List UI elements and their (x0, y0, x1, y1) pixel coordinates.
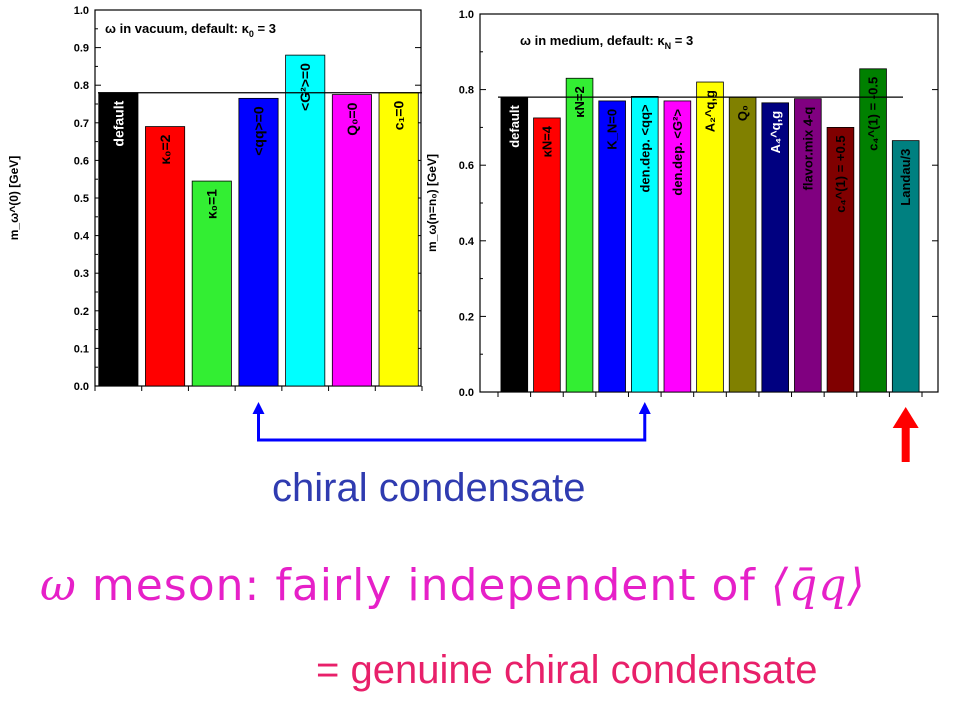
connector-line (257, 412, 647, 442)
omega-meson-headline: ω meson: fairly independent of ⟨q̄q⟩ (40, 560, 866, 611)
bar (728, 96, 757, 393)
bar (191, 180, 232, 387)
y-tick-label: 1.0 (459, 9, 474, 21)
bar (826, 127, 855, 393)
bar-label: Q₀ (735, 105, 750, 121)
bar-label: c₁=0 (391, 101, 407, 131)
y-tick-label: 0.5 (74, 193, 89, 205)
bar (145, 126, 186, 387)
y-tick-label: 0.1 (74, 343, 89, 355)
medium-chart: 0.0 0.2 0.4 0.6 0.8 1.0 m_ω(n=n₀) [GeV] ω in me… (425, 9, 939, 399)
chart-title-subscript: 0 (249, 29, 254, 39)
chart-title: ω in medium, default: κN = 3 (520, 33, 693, 51)
bar-label: κ₀=2 (157, 134, 173, 164)
y-axis-label: m_ω^(0) [GeV] (7, 156, 21, 241)
chart-title-suffix: = 3 (254, 21, 276, 36)
bar-label: κ₀=1 (204, 189, 220, 219)
y-tick-label: 0.0 (74, 381, 89, 393)
headline-text: meson: fairly independent of (76, 560, 771, 611)
arrowhead-right (638, 402, 651, 414)
y-tick-label: 0.2 (459, 311, 474, 323)
y-tick-label: 0.6 (459, 160, 474, 172)
chiral-condensate-caption: chiral condensate (272, 466, 586, 510)
bar-label: c₄^(1) = -0.5 (866, 77, 881, 151)
y-tick-label: 0.9 (74, 43, 89, 55)
arrowhead-left (252, 402, 265, 414)
bar (663, 100, 692, 393)
chart-title-suffix: = 3 (671, 33, 693, 48)
vacuum-chart: 0.0 0.1 0.2 0.3 0.4 0.5 0.6 0.7 0.8 0.9 1.0 m_ω^(0)… (7, 5, 423, 393)
bar-label: A₄^q,g (768, 111, 783, 154)
bar-label: <G²>=0 (297, 63, 313, 111)
genuine-condensate-subline: = genuine chiral condensate (316, 648, 818, 692)
chart-title: ω in vacuum, default: κ0 = 3 (105, 21, 276, 39)
bar (378, 92, 419, 387)
bar (794, 98, 822, 393)
bar (331, 94, 372, 387)
bar (533, 117, 561, 393)
chart-title-subscript: N (665, 41, 672, 51)
bar-label: den.dep. <qq> (637, 104, 652, 193)
bar (238, 97, 279, 387)
bar (696, 81, 724, 393)
red-arrowhead (892, 407, 919, 428)
bar-label: default (507, 105, 522, 148)
annotation-arrows (252, 402, 919, 462)
bar-label: c₄^(1) = +0.5 (833, 135, 848, 212)
bar-label: κN=4 (539, 125, 554, 157)
bar (859, 68, 887, 393)
bar (598, 100, 626, 393)
bar-label: default (110, 100, 126, 146)
y-tick-label: 0.8 (74, 80, 89, 92)
y-tick-label: 0.7 (74, 118, 89, 130)
bar-label: flavor.mix 4-q (800, 107, 815, 191)
bar-label: <qq>=0 (250, 106, 266, 156)
chart-title-main: ω in medium, default: κ (520, 33, 665, 48)
bar-label: K_N=0 (605, 109, 620, 150)
y-tick-label: 0.3 (74, 268, 89, 280)
bar (98, 92, 139, 387)
y-tick-label: 0.8 (459, 85, 474, 97)
red-arrow-shaft (901, 425, 910, 462)
bar (285, 54, 326, 387)
bar-label: Landau/3 (898, 149, 913, 206)
bar (891, 140, 920, 393)
y-tick-label: 0.2 (74, 306, 89, 318)
bar (630, 96, 659, 393)
y-axis-label: m_ω(n=n₀) [GeV] (425, 154, 439, 252)
y-tick-label: 0.6 (74, 155, 89, 167)
bar-label: A₂^q,g (703, 90, 718, 132)
bar-label: Q₀=0 (344, 102, 360, 135)
bar-label: den.dep. <G²> (670, 109, 685, 196)
bar (500, 96, 529, 393)
y-tick-label: 0.0 (459, 387, 474, 399)
bar (761, 102, 790, 393)
chart-title-main: ω in vacuum, default: κ (105, 21, 250, 36)
omega-symbol: ω (40, 560, 77, 611)
bar (565, 77, 594, 393)
bar-label: κN=2 (572, 86, 587, 117)
y-tick-label: 0.4 (459, 236, 475, 248)
qq-condensate-symbol: ⟨q̄q⟩ (770, 560, 866, 611)
y-tick-label: 0.4 (74, 231, 90, 243)
y-tick-label: 1.0 (74, 5, 89, 17)
